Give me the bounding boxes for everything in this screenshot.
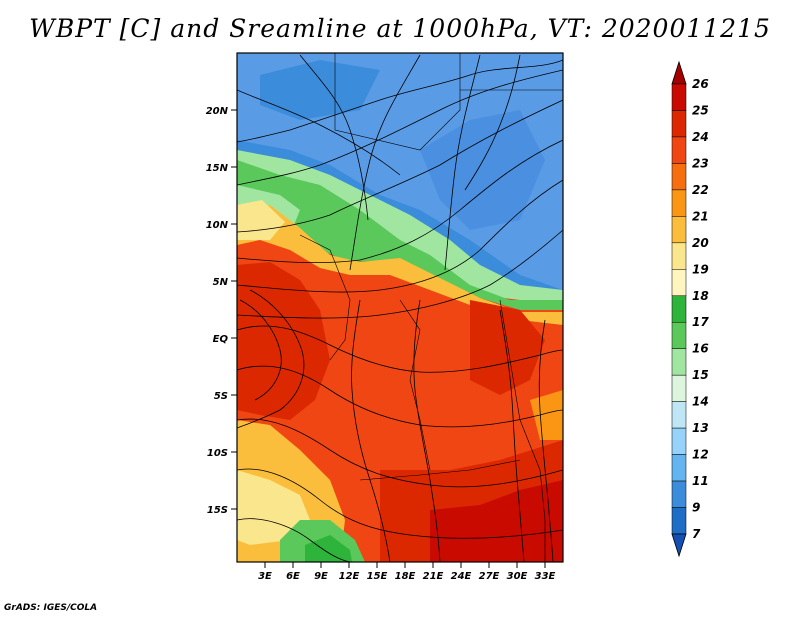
colorbar-segment bbox=[671, 163, 687, 191]
lat-label: 5N bbox=[213, 277, 229, 288]
colorbar-segment bbox=[671, 321, 687, 349]
colorbar-label: 17 bbox=[692, 315, 709, 329]
colorbar-segment bbox=[671, 401, 687, 429]
credit-text: GrADS: IGES/COLA bbox=[4, 603, 98, 613]
colorbar-segment bbox=[671, 269, 687, 297]
colorbar-segment bbox=[671, 295, 687, 323]
colorbar-segment bbox=[671, 60, 687, 85]
longitude-axis: 3E 6E 9E 12E 15E 18E 21E 24E 27E 30E 33E bbox=[258, 562, 556, 582]
colorbar-segment bbox=[671, 189, 687, 217]
lat-label: 10N bbox=[206, 220, 229, 231]
colorbar-label: 12 bbox=[692, 448, 709, 462]
plot-frame bbox=[236, 52, 564, 563]
country-borders bbox=[299, 53, 563, 562]
lon-label: 33E bbox=[535, 571, 556, 582]
colorbar-segment bbox=[671, 83, 687, 111]
wbpt-shading bbox=[237, 53, 563, 562]
colorbar-segment bbox=[671, 507, 687, 535]
colorbar-label: 26 bbox=[692, 77, 709, 91]
lon-label: 15E bbox=[367, 571, 388, 582]
colorbar-segment bbox=[671, 480, 687, 508]
lat-label: 15S bbox=[207, 505, 228, 516]
colorbar-label: 15 bbox=[692, 368, 709, 382]
map-title: WBPT [C] and Sreamline at 1000hPa, VT: 2… bbox=[29, 14, 771, 43]
colorbar-label: 14 bbox=[692, 395, 709, 409]
lon-label: 27E bbox=[479, 571, 500, 582]
colorbar-label: 21 bbox=[692, 209, 709, 223]
colorbar-label: 11 bbox=[692, 474, 709, 488]
colorbar-segment bbox=[671, 216, 687, 244]
lat-label: 20N bbox=[206, 106, 229, 117]
colorbar-segment bbox=[671, 348, 687, 376]
lon-label: 12E bbox=[339, 571, 360, 582]
colorbar-label: 23 bbox=[692, 156, 709, 170]
lon-label: 18E bbox=[395, 571, 416, 582]
colorbar: 26 25 24 23 22 21 20 19 18 17 16 15 14 13 12 11 9 7 bbox=[671, 60, 709, 558]
lat-label: 5S bbox=[214, 391, 228, 402]
colorbar-label: 18 bbox=[692, 289, 709, 303]
colorbar-segment bbox=[671, 136, 687, 164]
streamlines bbox=[237, 54, 563, 562]
colorbar-segment bbox=[671, 427, 687, 455]
lat-label: EQ bbox=[213, 334, 229, 345]
lon-label: 30E bbox=[507, 571, 528, 582]
colorbar-segment bbox=[671, 242, 687, 270]
colorbar-label: 24 bbox=[692, 130, 709, 144]
colorbar-segment bbox=[671, 454, 687, 482]
colorbar-label: 9 bbox=[692, 501, 700, 515]
lon-label: 3E bbox=[258, 571, 272, 582]
colorbar-label: 19 bbox=[692, 262, 709, 276]
lon-label: 21E bbox=[423, 571, 444, 582]
lon-label: 24E bbox=[451, 571, 472, 582]
colorbar-segment bbox=[671, 110, 687, 138]
colorbar-label: 16 bbox=[692, 342, 709, 356]
lat-label: 10S bbox=[207, 448, 228, 459]
lat-label: 15N bbox=[206, 163, 229, 174]
colorbar-label: 25 bbox=[692, 103, 709, 117]
colorbar-label: 22 bbox=[692, 183, 709, 197]
colorbar-label: 7 bbox=[692, 527, 701, 541]
latitude-axis: 20N 15N 10N 5N EQ 5S 10S 15S bbox=[206, 106, 237, 516]
lon-label: 6E bbox=[286, 571, 300, 582]
colorbar-segment bbox=[671, 374, 687, 402]
colorbar-label: 13 bbox=[692, 421, 709, 435]
colorbar-label: 20 bbox=[692, 236, 709, 250]
lon-label: 9E bbox=[314, 571, 328, 582]
colorbar-segment bbox=[671, 533, 687, 558]
